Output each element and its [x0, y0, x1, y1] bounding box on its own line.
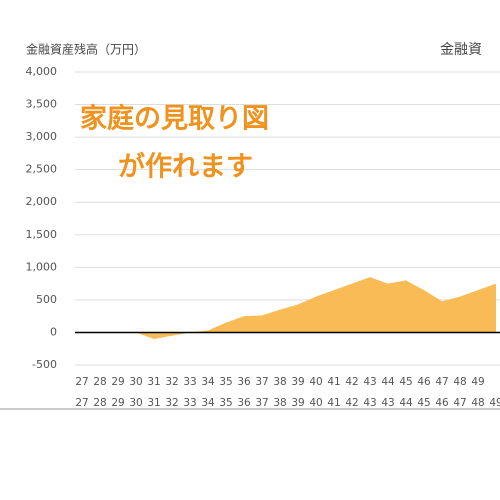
x-tick-label-row2: 36: [237, 397, 251, 409]
y-tick-label: 3,000: [26, 130, 58, 143]
x-tick-label: 34: [201, 376, 215, 388]
x-tick-label: 35: [219, 376, 232, 388]
x-tick-label-row2: 39: [291, 397, 304, 409]
y-tick-label: 2,000: [26, 195, 58, 208]
y-tick-label: -500: [32, 358, 57, 371]
x-tick-label: 36: [237, 376, 251, 388]
y-tick-label: 0: [50, 325, 57, 338]
x-tick-label: 49: [471, 376, 484, 388]
x-tick-label-row2: 41: [327, 397, 340, 409]
x-tick-label: 42: [345, 376, 358, 388]
x-tick-label-row2: 46: [435, 397, 449, 409]
x-tick-label: 31: [147, 376, 160, 388]
x-tick-label-row2: 31: [147, 397, 160, 409]
area: [82, 277, 496, 339]
y-tick-label: 3,500: [26, 98, 58, 111]
x-tick-label-row2: 40: [309, 397, 322, 409]
x-tick-label-row2: 49: [489, 397, 500, 409]
x-tick-label-row2: 32: [165, 397, 178, 409]
x-tick-label: 33: [183, 376, 196, 388]
x-tick-label-row2: 35: [219, 397, 232, 409]
x-tick-label-row2: 29: [111, 397, 124, 409]
x-tick-label: 45: [399, 376, 412, 388]
x-tick-label: 44: [381, 376, 395, 388]
x-tick-label-row2: 37: [255, 397, 268, 409]
x-tick-label: 48: [453, 376, 466, 388]
x-tick-label-row2: 33: [183, 397, 196, 409]
x-tick-label-row2: 30: [129, 397, 142, 409]
x-tick-label-row2: 28: [93, 397, 106, 409]
x-tick-label-row2: 44: [399, 397, 413, 409]
x-tick-label: 30: [129, 376, 142, 388]
x-tick-label: 41: [327, 376, 340, 388]
x-tick-label-row2: 38: [273, 397, 286, 409]
x-tick-label: 37: [255, 376, 268, 388]
annotation: が作れます: [118, 151, 253, 183]
y-tick-label: 500: [36, 293, 57, 306]
x-tick-label-row2: 34: [201, 397, 215, 409]
x-tick-label-row2: 43: [363, 397, 376, 409]
chart-title-right: 金融資: [440, 42, 482, 58]
y-tick-label: 1,500: [26, 228, 58, 241]
x-tick-label: 43: [363, 376, 376, 388]
y-tick-label: 2,500: [26, 163, 58, 176]
x-tick-label: 46: [417, 376, 431, 388]
x-tick-label: 28: [93, 376, 106, 388]
x-tick-label: 40: [309, 376, 322, 388]
x-tick-label: 29: [111, 376, 124, 388]
chart-title: 金融資産残高（万円）: [26, 42, 146, 57]
x-tick-label: 38: [273, 376, 286, 388]
x-tick-label-row2: 48: [471, 397, 484, 409]
x-tick-label-row2: 45: [417, 397, 430, 409]
x-tick-label-row2: 47: [453, 397, 466, 409]
x-tick-label-row2: 43: [381, 397, 394, 409]
x-tick-label: 27: [75, 376, 88, 388]
y-tick-label: 1,000: [26, 260, 58, 273]
x-tick-label: 47: [435, 376, 448, 388]
x-tick-label: 39: [291, 376, 304, 388]
x-tick-label-row2: 42: [345, 397, 358, 409]
annotation: 家庭の見取り図: [80, 103, 269, 135]
y-tick-label: 4,000: [26, 65, 58, 78]
x-tick-label: 32: [165, 376, 178, 388]
x-tick-label-row2: 27: [75, 397, 88, 409]
